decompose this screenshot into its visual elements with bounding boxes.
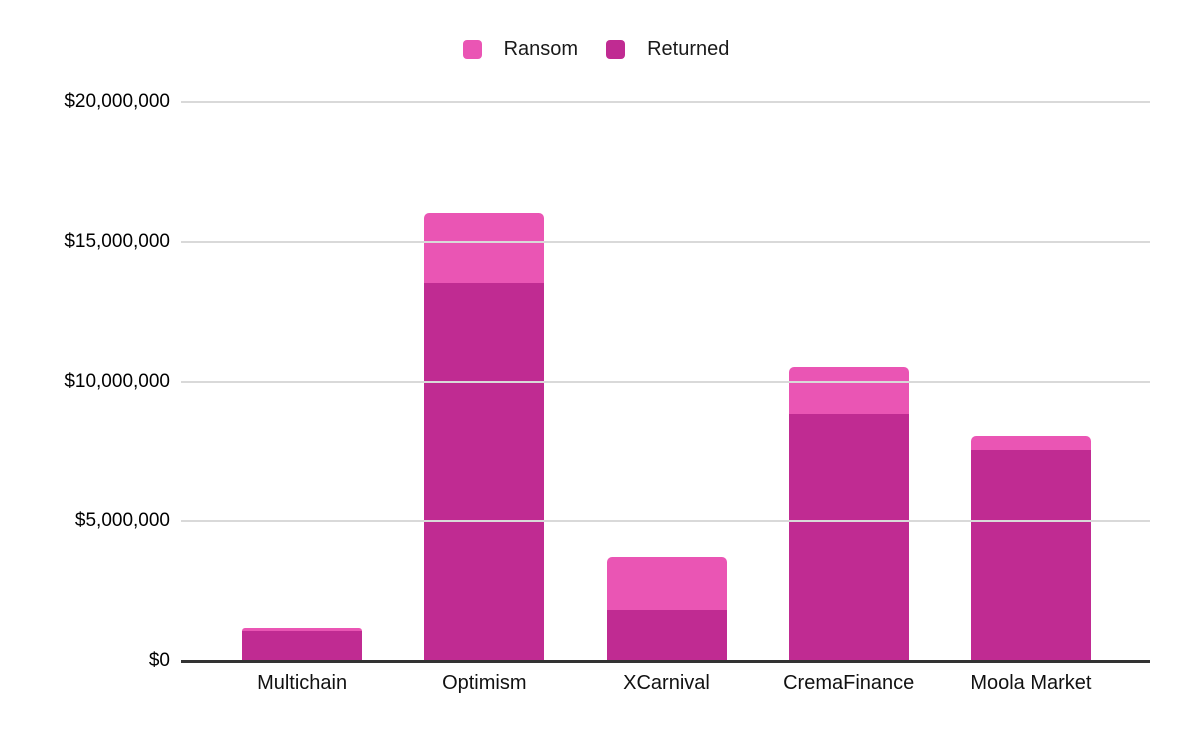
bar-segment-returned <box>788 414 909 660</box>
legend-swatch-returned <box>606 40 626 59</box>
bar-segment-returned <box>970 450 1091 660</box>
bar-slot-moola-market <box>940 101 1122 660</box>
xtick-label-optimism: Optimism <box>442 672 527 694</box>
gridline <box>181 240 1150 243</box>
xtick-label-cremafinance: CremaFinance <box>783 672 915 694</box>
bar-segment-ransom <box>606 556 727 610</box>
bar-slot-optimism <box>393 101 575 660</box>
bar-segment-ransom <box>242 627 363 631</box>
gridline <box>181 101 1150 103</box>
bar-slot-xcarnival <box>575 101 757 660</box>
bar-segment-returned <box>424 282 545 660</box>
xtick-label-multichain: Multichain <box>257 672 348 694</box>
bar-slot-cremafinance <box>758 101 940 660</box>
bar-stack <box>424 212 545 660</box>
bar-stack <box>970 436 1091 660</box>
ytick-label: $20,000,000 <box>64 91 170 112</box>
x-axis-line <box>181 660 1150 663</box>
bar-slots <box>211 101 1122 660</box>
legend-label-returned: Returned <box>647 38 730 60</box>
ytick-label: $0 <box>148 650 170 671</box>
legend-swatch-ransom <box>462 40 482 59</box>
legend: Ransom Returned <box>0 38 1192 61</box>
ytick-label: $5,000,000 <box>74 510 170 532</box>
gridline <box>181 380 1150 383</box>
legend-item-ransom: Ransom <box>462 38 579 61</box>
bar-segment-ransom <box>424 212 545 283</box>
bar-stack <box>788 366 909 660</box>
legend-label-ransom: Ransom <box>503 38 579 60</box>
gridline <box>181 520 1150 523</box>
bar-stack <box>606 556 727 660</box>
bar-segment-ransom <box>788 366 909 415</box>
bar-stack <box>242 627 363 660</box>
legend-item-returned: Returned <box>606 38 729 61</box>
ytick-label: $10,000,000 <box>64 370 170 392</box>
bar-segment-ransom <box>970 436 1091 451</box>
xtick-label-moola-market: Moola Market <box>970 672 1092 694</box>
bar-segment-returned <box>242 630 363 660</box>
xtick-label-xcarnival: XCarnival <box>623 672 710 694</box>
plot-area <box>181 101 1150 663</box>
bar-segment-returned <box>606 609 727 660</box>
ytick-label: $15,000,000 <box>64 230 170 252</box>
bar-slot-multichain <box>211 101 393 660</box>
